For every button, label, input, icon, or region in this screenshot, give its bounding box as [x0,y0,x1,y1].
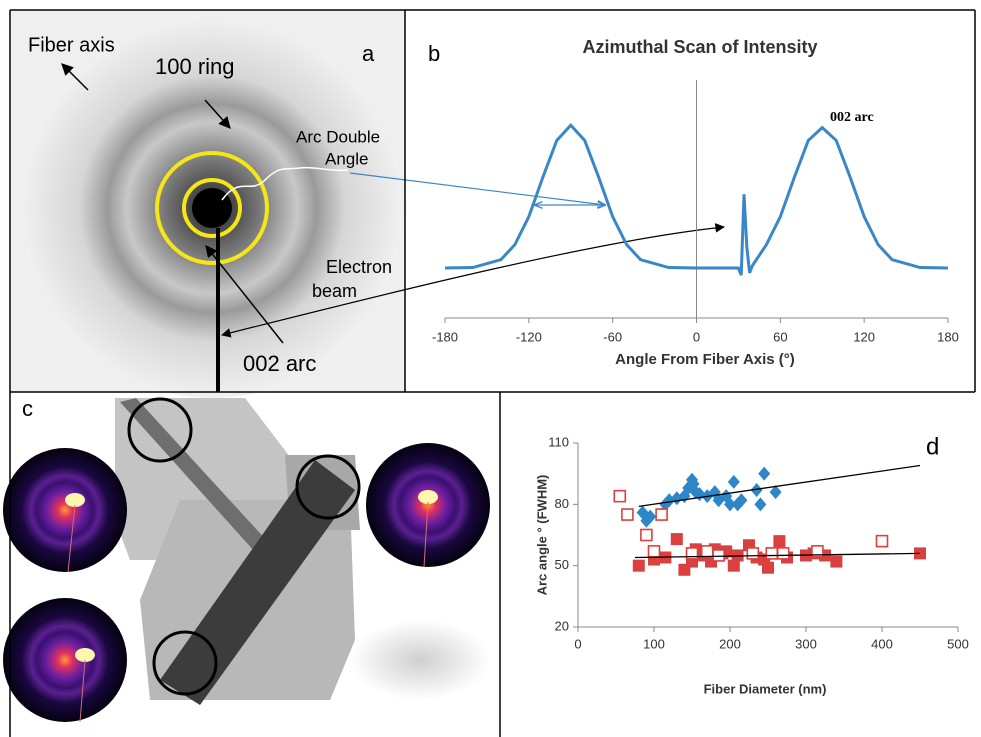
chart-title: Azimuthal Scan of Intensity [582,37,817,57]
pointer [349,172,605,205]
panel-label: a [362,41,375,66]
point [776,547,790,560]
point [640,528,653,542]
annotation: Fiber axis [28,34,115,56]
x-axis-title: Angle From Fiber Axis (°) [615,351,795,368]
point [754,497,767,512]
point [758,466,771,481]
point [765,547,779,560]
trend-line [638,464,921,508]
x-tick-label: 60 [773,329,787,344]
point [712,549,725,562]
point [670,533,683,546]
x-tick-label: 100 [643,636,665,651]
panel-label: c [22,396,33,421]
point [875,534,889,548]
x-tick-label: 0 [693,329,700,344]
point [724,497,736,512]
point [613,489,627,503]
x-tick-label: 180 [937,329,959,344]
point [685,547,699,560]
x-axis-title: Fiber Diameter (nm) [704,681,827,696]
x-tick-label: 0 [574,636,581,651]
x-tick-label: 500 [947,636,969,651]
point [700,545,714,558]
point [621,508,634,521]
annotation: 002 arc [830,110,874,125]
annotation: 002 arc [243,351,316,376]
point [655,508,668,521]
x-tick-label: 200 [719,636,741,651]
point [647,545,661,558]
point [727,474,740,489]
x-tick-label: 300 [795,636,817,651]
point [632,559,645,572]
panel-label: b [428,41,440,66]
trend-line [634,552,921,559]
point [773,535,786,548]
x-tick-label: -180 [432,329,458,344]
point [644,509,657,524]
y-tick-label: 80 [555,496,569,511]
panel-label: d [926,433,939,460]
panel-c-image [3,397,490,723]
y-tick-label: 50 [555,557,569,572]
frame [9,9,976,737]
point [762,561,774,574]
point [735,493,748,508]
pointer [221,223,725,338]
x-tick-label: -60 [603,329,622,344]
annotation: Electron [326,257,392,277]
data-line [444,123,949,276]
annotation: Arc Double [296,127,380,146]
x-tick-label: -120 [516,329,542,344]
annotation: beam [312,281,357,301]
y-axis-title: Arc angle ° (FWHM) [534,475,549,596]
x-tick-label: 400 [871,636,893,651]
annotation: Angle [325,149,368,168]
point [750,483,763,498]
point [727,559,740,572]
y-tick-label: 110 [548,434,569,449]
point [746,547,760,560]
point [830,555,843,568]
point [769,485,782,500]
annotation: 100 ring [155,54,235,79]
point [811,545,824,558]
y-tick-label: 20 [555,618,569,633]
x-tick-label: 120 [853,329,875,344]
